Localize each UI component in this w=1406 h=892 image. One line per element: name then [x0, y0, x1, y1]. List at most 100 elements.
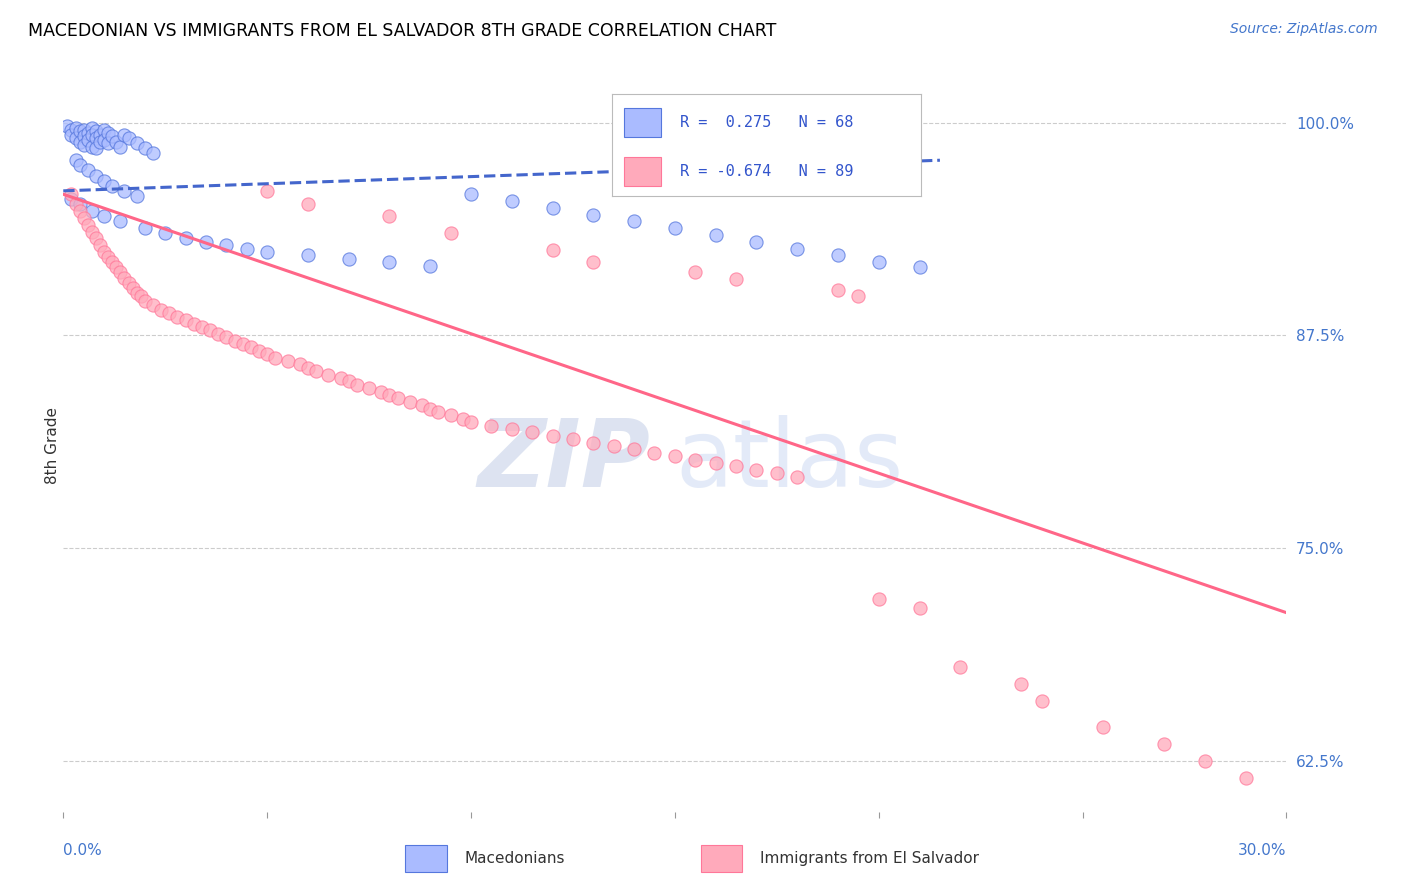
Point: [346, 377, 368, 392]
Point: [685, 265, 707, 279]
Point: [166, 310, 188, 324]
Point: [97, 250, 120, 264]
Point: [623, 214, 645, 228]
Point: [93, 122, 115, 136]
Point: [908, 260, 931, 275]
Point: [337, 252, 360, 266]
Point: [277, 354, 299, 368]
Point: [80, 225, 103, 239]
Point: [157, 306, 180, 320]
Point: [868, 255, 890, 269]
Point: [1234, 771, 1257, 785]
Point: [582, 255, 605, 269]
Point: [69, 204, 91, 219]
Point: [93, 245, 115, 260]
Point: [134, 294, 156, 309]
Bar: [624, 108, 661, 136]
Point: [582, 208, 605, 222]
Point: [337, 375, 360, 389]
Point: [745, 235, 768, 249]
Point: [419, 259, 441, 273]
Point: [541, 429, 564, 443]
Text: 0.0%: 0.0%: [63, 843, 103, 858]
Point: [440, 409, 463, 423]
Point: [664, 449, 686, 463]
Point: [786, 469, 808, 483]
Point: [329, 371, 352, 385]
Point: [183, 317, 205, 331]
Point: [76, 163, 98, 178]
Point: [105, 135, 128, 149]
Point: [110, 214, 132, 228]
Point: [84, 141, 107, 155]
Point: [256, 347, 278, 361]
Point: [827, 248, 849, 262]
Point: [80, 128, 103, 142]
Text: Macedonians: Macedonians: [464, 851, 565, 866]
Point: [378, 210, 401, 224]
Point: [65, 197, 87, 211]
Text: ZIP: ZIP: [478, 415, 651, 507]
Y-axis label: 8th Grade: 8th Grade: [45, 408, 59, 484]
Point: [65, 131, 87, 145]
Point: [501, 194, 523, 208]
Point: [60, 128, 83, 142]
Point: [908, 600, 931, 615]
Point: [80, 139, 103, 153]
Point: [56, 119, 79, 133]
Point: [101, 255, 124, 269]
Bar: [405, 846, 447, 872]
Point: [97, 136, 120, 151]
Point: [69, 197, 91, 211]
Point: [89, 238, 111, 252]
Point: [215, 330, 238, 344]
Point: [297, 248, 319, 262]
Point: [73, 122, 96, 136]
Point: [541, 244, 564, 258]
Point: [117, 276, 139, 290]
Point: [60, 122, 83, 136]
Point: [440, 227, 463, 241]
Point: [65, 120, 87, 135]
Point: [134, 141, 156, 155]
Text: Source: ZipAtlas.com: Source: ZipAtlas.com: [1230, 22, 1378, 37]
Point: [121, 281, 143, 295]
Point: [117, 131, 139, 145]
Point: [387, 392, 409, 406]
Point: [460, 187, 482, 202]
Point: [236, 242, 259, 256]
Point: [359, 381, 381, 395]
Point: [93, 133, 115, 147]
Point: [745, 463, 768, 477]
Point: [827, 283, 849, 297]
Point: [80, 120, 103, 135]
Point: [623, 442, 645, 457]
Point: [84, 124, 107, 138]
Point: [125, 189, 148, 203]
Point: [97, 126, 120, 140]
Text: 30.0%: 30.0%: [1239, 843, 1286, 858]
Point: [288, 357, 311, 371]
Point: [305, 364, 328, 378]
Point: [110, 265, 132, 279]
Point: [114, 270, 135, 285]
Point: [207, 326, 229, 341]
Point: [65, 153, 87, 168]
Point: [704, 228, 727, 243]
Point: [522, 425, 544, 440]
Point: [370, 384, 392, 399]
Point: [725, 272, 748, 286]
Point: [685, 452, 707, 467]
Point: [155, 227, 177, 241]
Point: [562, 432, 585, 446]
Point: [541, 201, 564, 215]
Point: [399, 394, 422, 409]
Point: [297, 360, 319, 375]
Point: [766, 467, 789, 481]
Point: [60, 187, 83, 202]
Point: [297, 197, 319, 211]
Point: [150, 302, 173, 317]
Point: [247, 343, 270, 358]
Point: [256, 184, 278, 198]
Text: atlas: atlas: [675, 415, 903, 507]
